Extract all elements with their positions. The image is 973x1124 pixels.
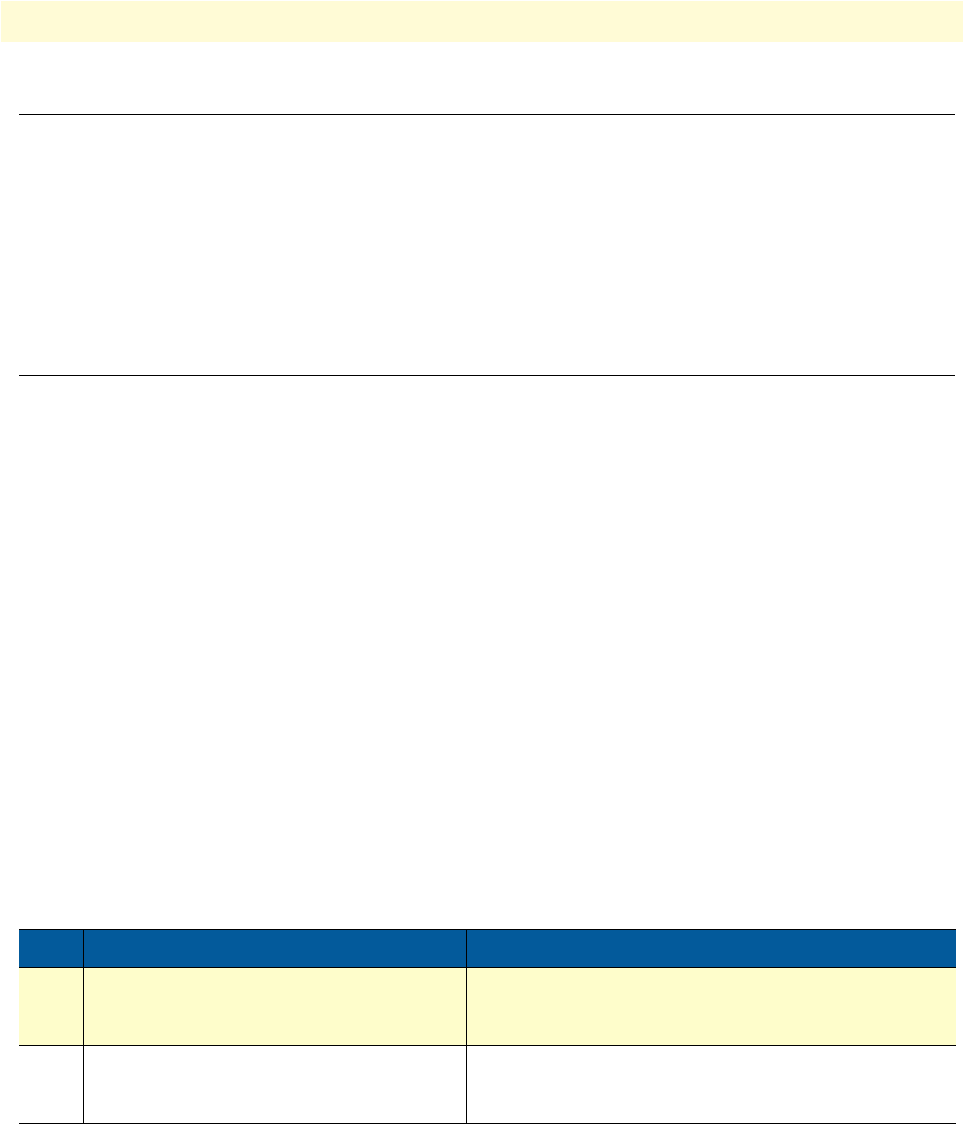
header-band <box>1 1 963 42</box>
table-header-cell <box>465 929 956 968</box>
table-cell <box>465 967 956 1046</box>
table-row <box>19 1045 956 1124</box>
table-header-row <box>19 929 956 968</box>
table-header-cell <box>82 929 466 968</box>
divider-top <box>19 114 955 115</box>
data-table <box>19 929 956 1124</box>
divider-bottom <box>19 375 955 376</box>
table-cell <box>465 1045 956 1124</box>
table-cell <box>82 967 466 1046</box>
table-cell <box>19 968 83 1046</box>
table-row <box>19 967 956 1046</box>
table-header-cell <box>19 930 83 968</box>
table-cell <box>82 1045 466 1124</box>
table-cell <box>19 1046 83 1124</box>
